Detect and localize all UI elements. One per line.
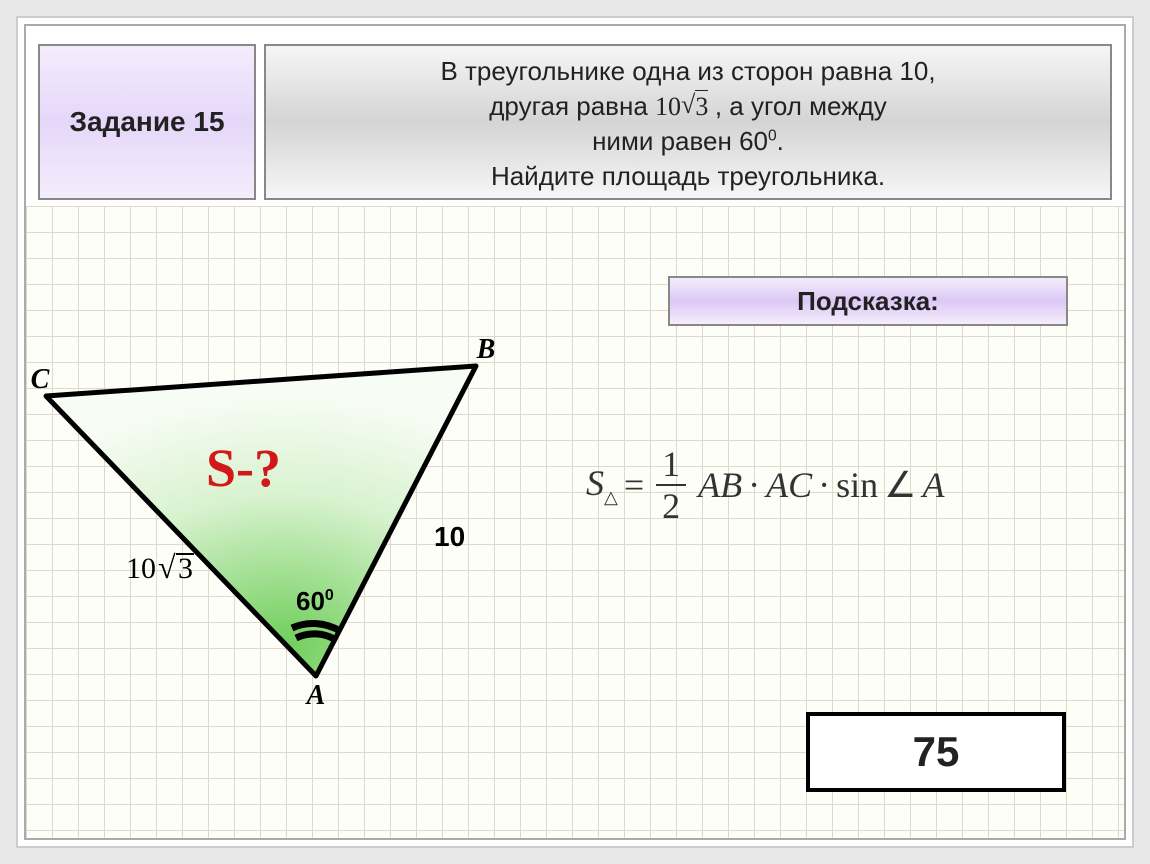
vertex-B: B: [476, 334, 496, 365]
triangle-shape: [46, 366, 476, 676]
vertex-C: C: [31, 364, 50, 395]
vertex-A: A: [305, 680, 326, 711]
side-AB-label: 10: [434, 521, 465, 552]
answer-value: 75: [913, 728, 960, 776]
triangle-svg: A B C 10 10 √ 3 600 S-?: [26, 296, 586, 716]
hint-label: Подсказка:: [797, 286, 939, 317]
slide-inner: Задание 15 В треугольнике одна из сторон…: [24, 24, 1126, 840]
slide-frame: Задание 15 В треугольнике одна из сторон…: [0, 0, 1150, 864]
problem-line2: другая равна 10√3 , а угол между: [286, 89, 1090, 124]
problem-line1: В треугольнике одна из сторон равна 10,: [286, 54, 1090, 89]
task-label: Задание 15: [69, 106, 224, 138]
side-AC-rad: 3: [178, 552, 193, 585]
problem-line4: Найдите площадь треугольника.: [286, 159, 1090, 194]
fraction-half: 1 2: [656, 446, 686, 524]
area-question: S-?: [206, 438, 281, 498]
problem-box: В треугольнике одна из сторон равна 10, …: [264, 44, 1112, 200]
area-formula: S△ = 1 2 AB · AC · sin ∠A: [586, 446, 944, 524]
problem-line3: ними равен 600.: [286, 124, 1090, 159]
side-AC-val: 10: [126, 552, 156, 585]
triangle-diagram: A B C 10 10 √ 3 600 S-?: [26, 296, 586, 716]
task-box: Задание 15: [38, 44, 256, 200]
answer-box: 75: [806, 712, 1066, 792]
sqrt-sym: √: [158, 549, 176, 585]
hint-box: Подсказка:: [668, 276, 1068, 326]
